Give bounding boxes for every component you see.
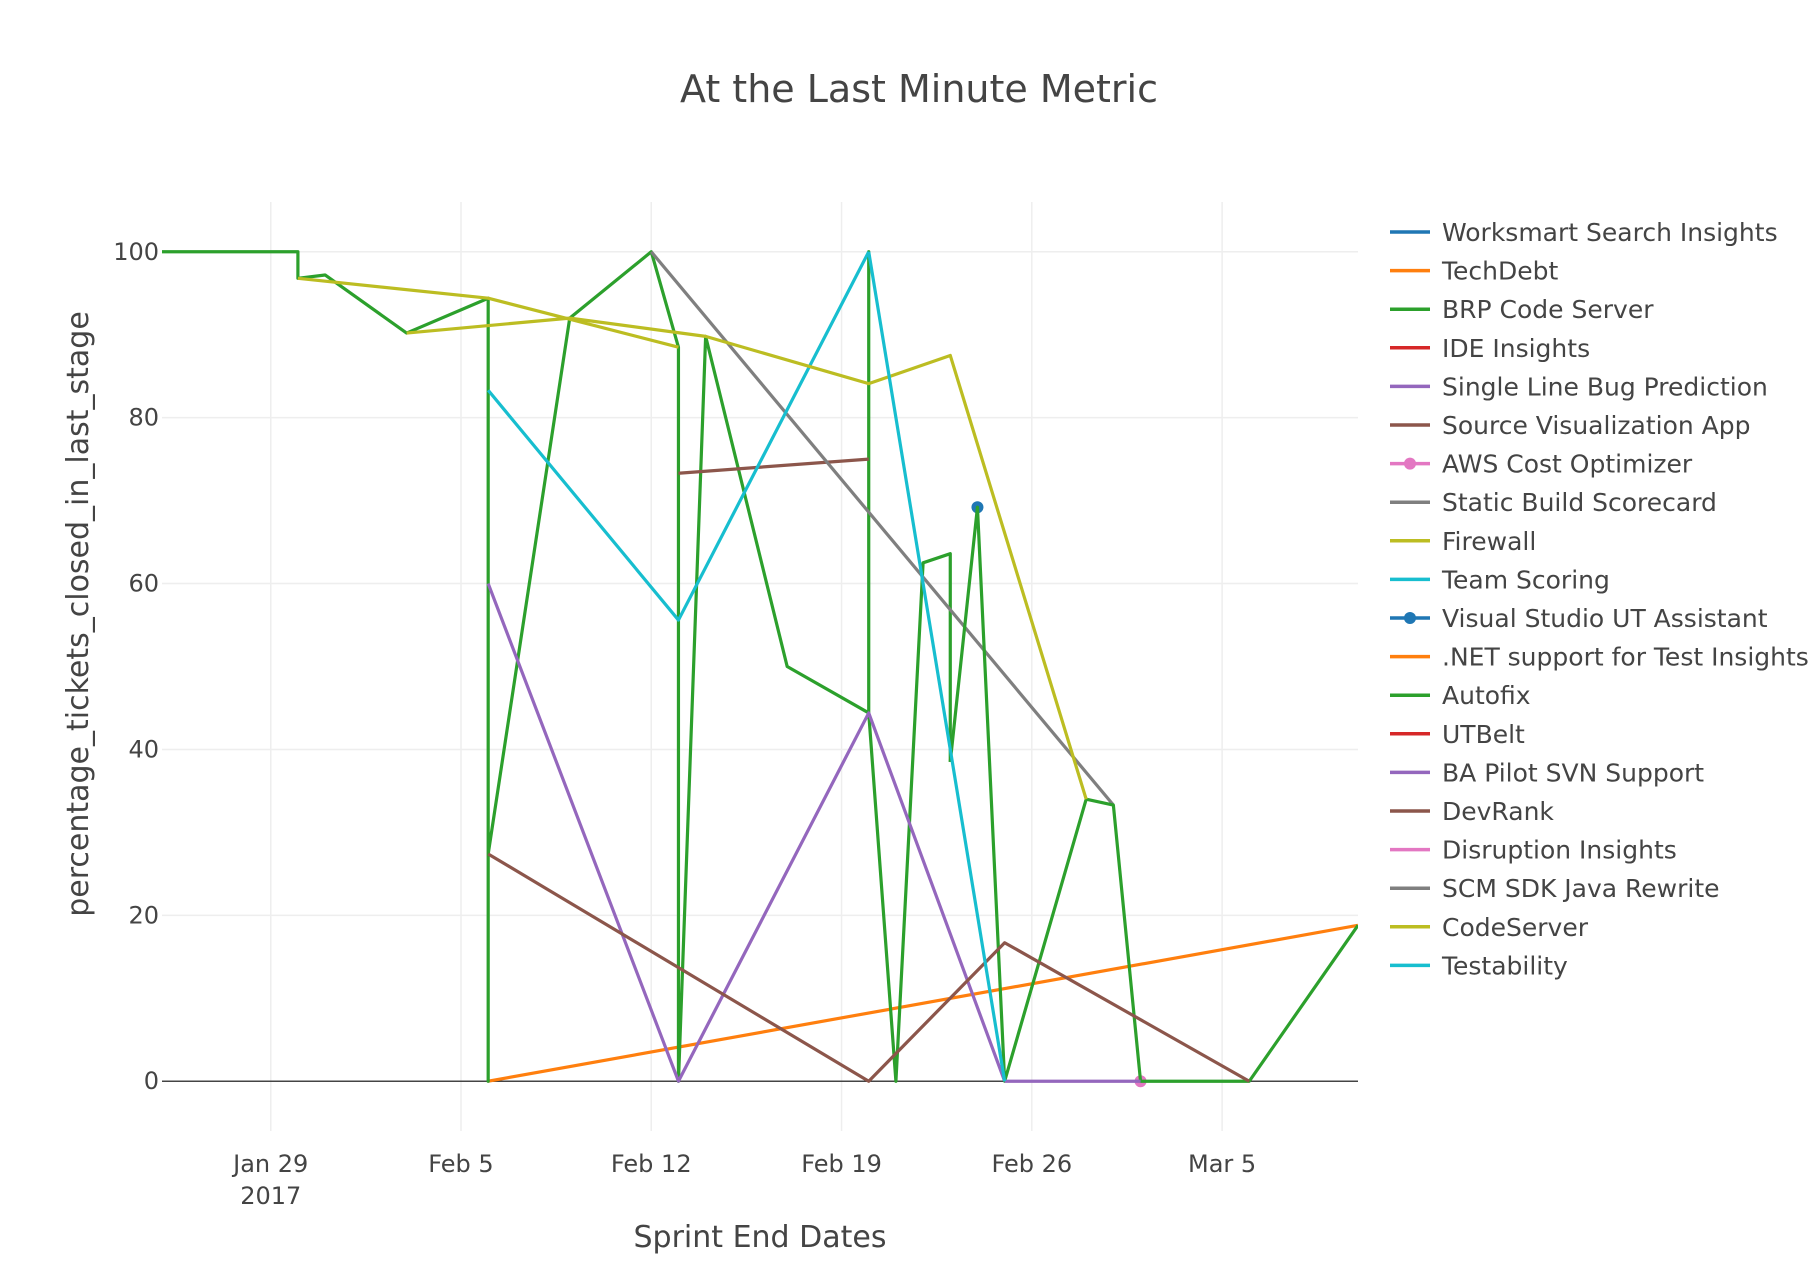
series-line-autofix [948,505,1358,1083]
legend-item[interactable]: Team Scoring [1390,565,1610,594]
legend-label: Visual Studio UT Assistant [1442,604,1768,633]
legend-item[interactable]: Disruption Insights [1390,836,1677,865]
y-axis-title: percentage_tickets_closed_in_last_stage [61,311,96,917]
legend-item[interactable]: Static Build Scorecard [1390,488,1717,517]
legend-marker [1404,457,1416,470]
x-tick-label: Feb 12 [611,1150,692,1178]
legend-label: AWS Cost Optimizer [1442,450,1693,479]
legend-item[interactable]: Source Visualization App [1390,411,1751,440]
legend-item[interactable]: DevRank [1390,797,1554,826]
legend-label: Disruption Insights [1442,836,1677,865]
legend-item[interactable]: TechDebt [1390,257,1558,286]
series-line-team-scoring [486,251,871,622]
legend-item[interactable]: .NET support for Test Insights [1390,643,1809,672]
legend-label: .NET support for Test Insights [1442,643,1809,672]
legend: Worksmart Search Insights TechDebt BRP Cod… [1390,218,1809,980]
series-line-single-line-bug-prediction [486,582,1007,1083]
legend-item[interactable]: Autofix [1390,681,1531,710]
plot-area: Jan 29 2017 Feb 5 Feb 12 Feb 19 Feb 26 Mar 5 0 2… [113,202,1358,1210]
legend-item[interactable]: Worksmart Search Insights [1390,218,1778,247]
legend-label: BA Pilot SVN Support [1442,758,1704,787]
series-group [162,250,1358,1088]
chart-title: At the Last Minute Metric [680,67,1158,111]
series-line-source-visualization-app [678,457,869,475]
x-tick-label: Feb 19 [801,1150,882,1178]
legend-item[interactable]: BRP Code Server [1390,295,1654,324]
legend-label: SCM SDK Java Rewrite [1442,874,1720,903]
x-tick-label: Jan 29 [231,1150,308,1178]
legend-marker [1404,612,1416,624]
y-tick-label: 80 [128,404,159,432]
legend-item[interactable]: Single Line Bug Prediction [1390,372,1768,401]
legend-label: Worksmart Search Insights [1442,218,1778,247]
legend-item[interactable]: Testability [1390,951,1568,980]
series-line-devrank [487,852,1251,1083]
legend-label: Single Line Bug Prediction [1442,372,1768,401]
x-tick-label: Feb 26 [991,1150,1072,1178]
legend-label: TechDebt [1441,257,1558,286]
legend-item[interactable]: IDE Insights [1390,334,1590,363]
y-tick-label: 60 [128,570,159,598]
series-line-firewall [297,276,679,349]
series-line-brp-code-server [162,250,952,1083]
legend-item[interactable]: SCM SDK Java Rewrite [1390,874,1720,903]
legend-label: BRP Code Server [1442,295,1654,324]
legend-label: DevRank [1442,797,1554,826]
legend-item[interactable]: CodeServer [1390,913,1589,942]
legend-item[interactable]: Visual Studio UT Assistant [1390,604,1768,633]
series-line-codeserver [406,316,1088,800]
series-line-testability [867,251,1007,1082]
legend-label: Autofix [1442,681,1531,710]
y-tick-label: 20 [128,901,159,929]
legend-item[interactable]: Firewall [1390,527,1536,556]
x-tick-label: Mar 5 [1188,1150,1256,1178]
legend-item[interactable]: UTBelt [1390,720,1525,749]
x-axis-title: Sprint End Dates [634,1220,887,1255]
y-tick-label: 40 [128,735,159,763]
legend-label: Testability [1441,951,1568,980]
legend-label: IDE Insights [1442,334,1590,363]
x-tick-sublabel: 2017 [240,1182,301,1210]
y-tick-label: 0 [144,1067,159,1095]
legend-label: Firewall [1442,527,1536,556]
legend-item[interactable]: BA Pilot SVN Support [1390,758,1704,787]
legend-label: UTBelt [1442,720,1525,749]
legend-label: Source Visualization App [1442,411,1751,440]
legend-item[interactable]: AWS Cost Optimizer [1390,450,1693,479]
legend-label: Static Build Scorecard [1442,488,1717,517]
x-tick-label: Feb 5 [428,1150,493,1178]
legend-label: Team Scoring [1441,565,1610,594]
series-line-techdebt [487,923,1358,1083]
legend-label: CodeServer [1442,913,1589,942]
y-tick-label: 100 [113,238,159,266]
